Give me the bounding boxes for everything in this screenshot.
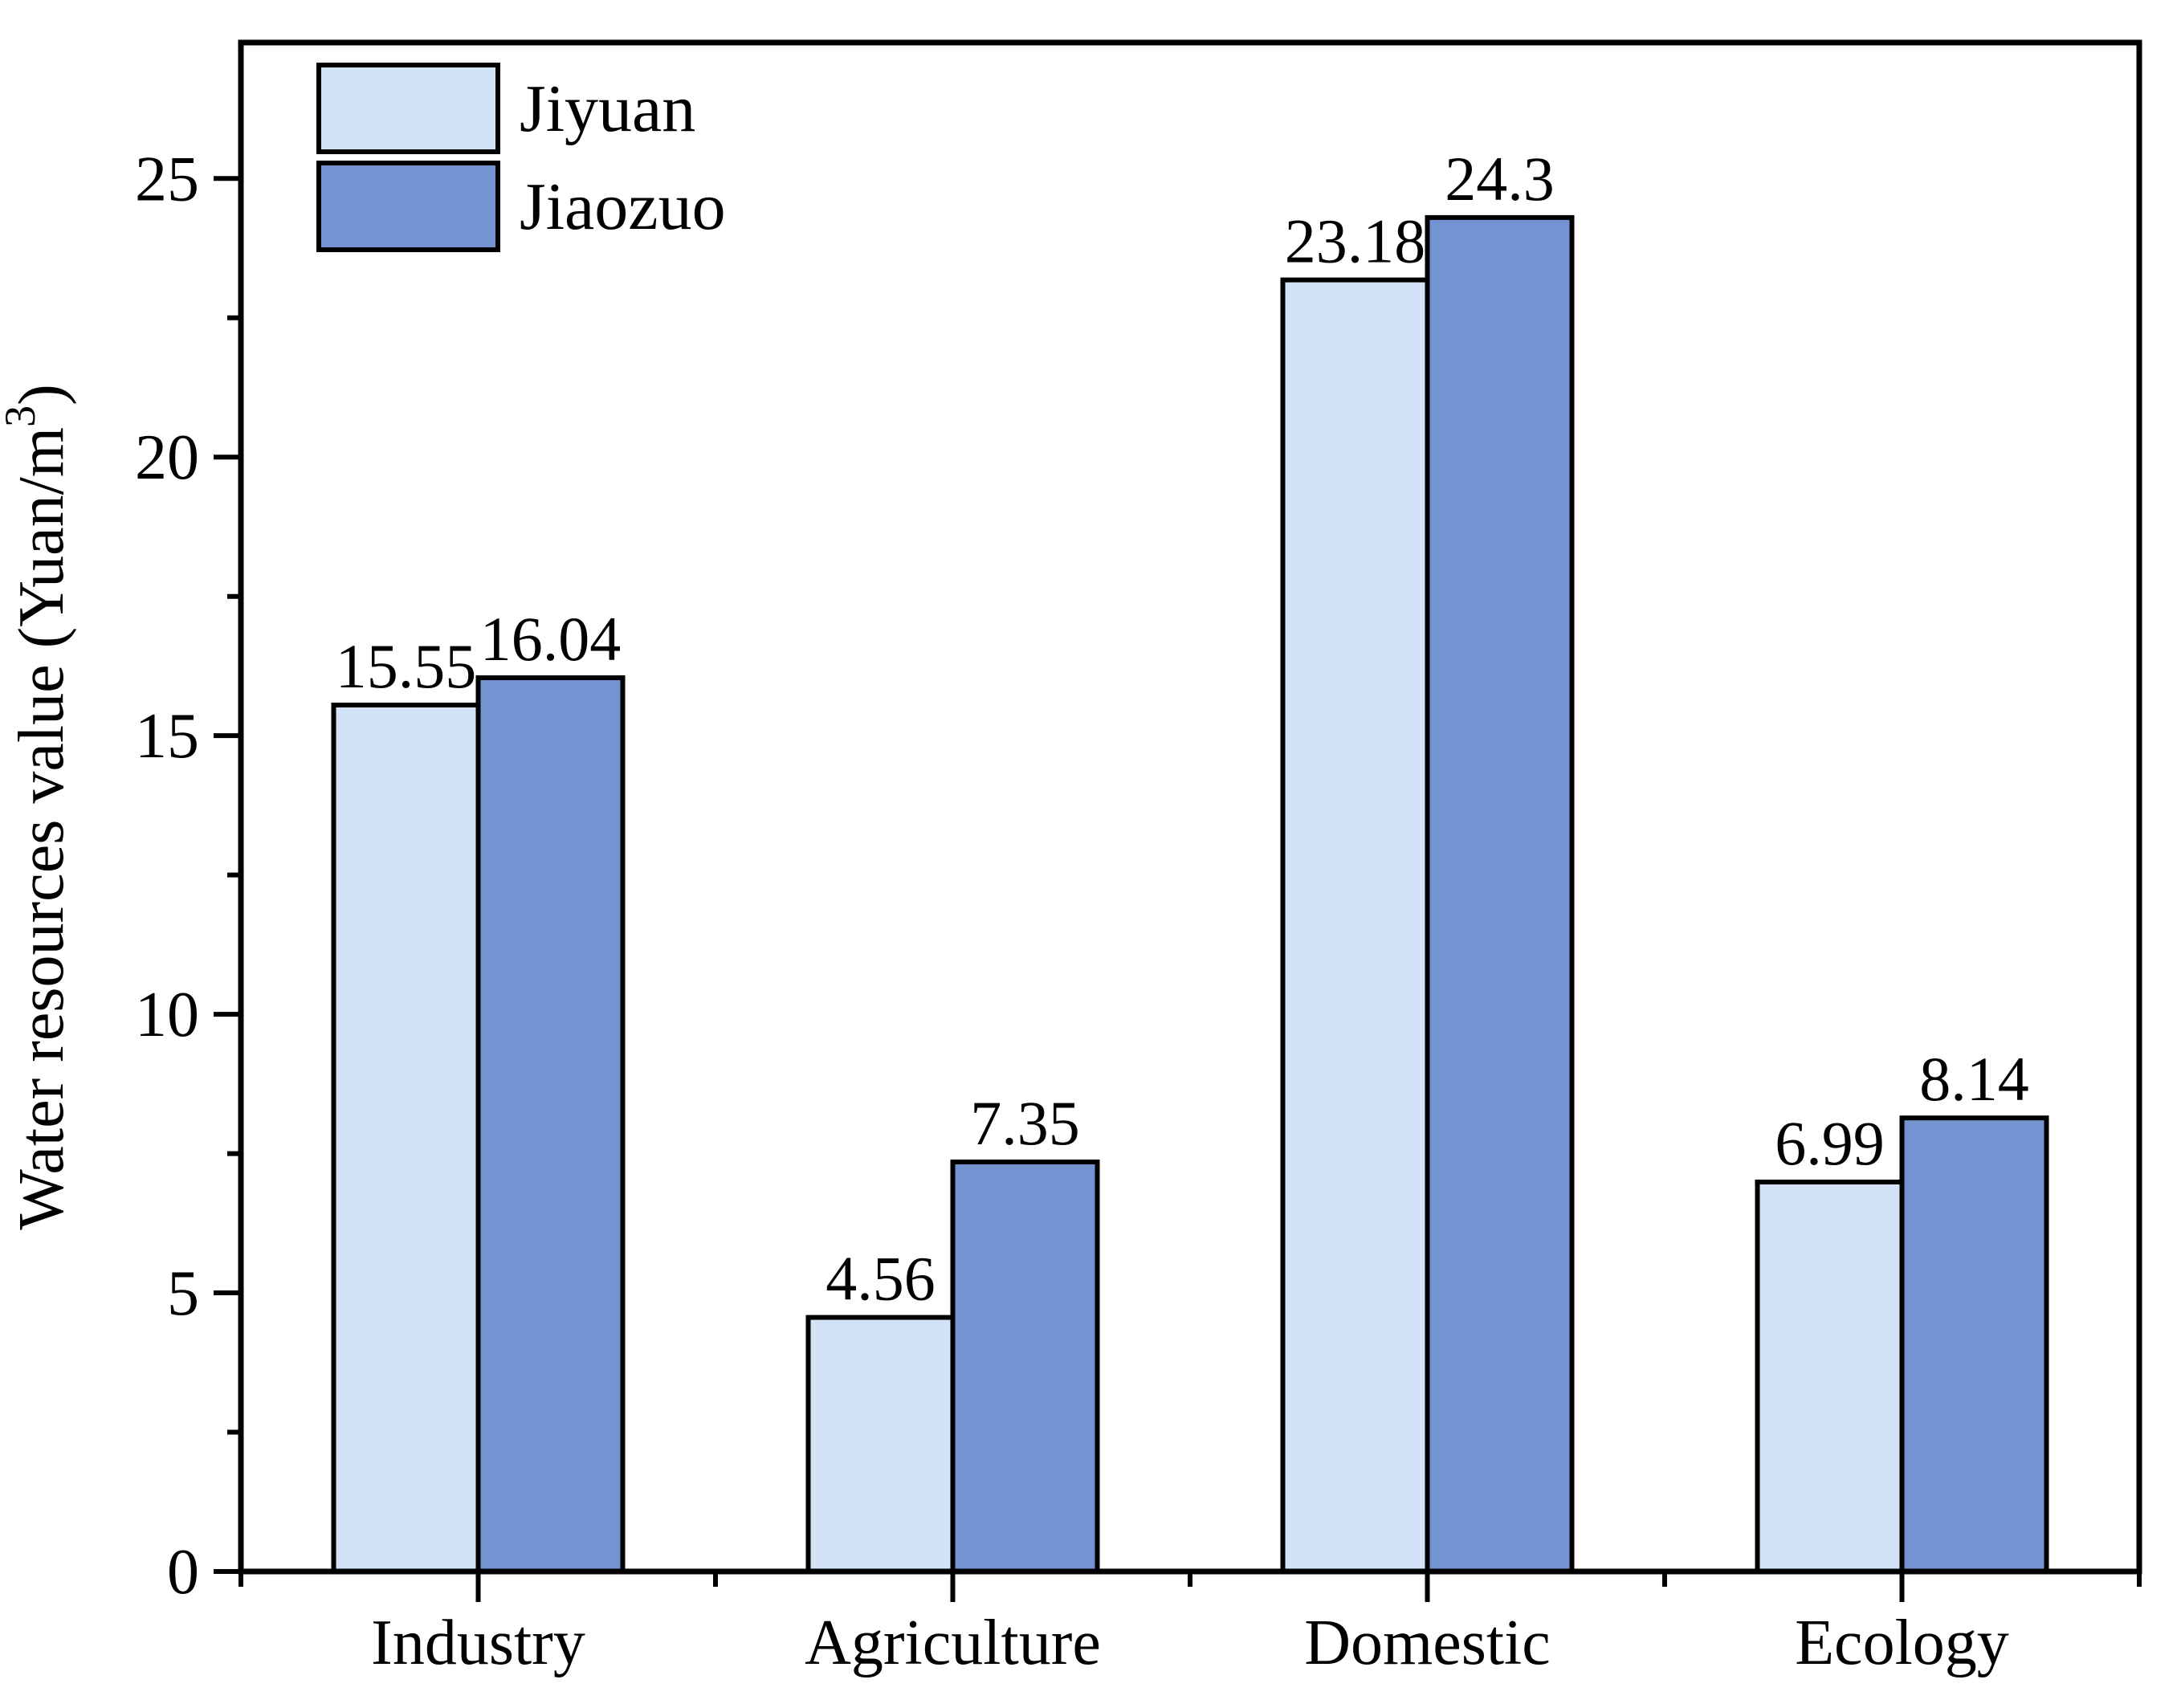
- value-label-jiaozuo-agriculture: 7.35: [970, 1088, 1080, 1158]
- value-label-jiyuan-industry: 15.55: [336, 631, 477, 701]
- value-label-jiaozuo-industry: 16.04: [480, 604, 622, 674]
- value-label-jiaozuo-domestic: 24.3: [1445, 144, 1555, 214]
- legend-swatch-jiyuan: [316, 63, 500, 154]
- x-axis-category-label-domestic: Domestic: [1304, 1608, 1551, 1678]
- value-label-jiyuan-ecology: 6.99: [1775, 1108, 1885, 1178]
- bar-jiaozuo-agriculture: [950, 1160, 1100, 1574]
- value-label-jiaozuo-ecology: 8.14: [1919, 1044, 2029, 1114]
- legend-label-jiaozuo: Jiaozuo: [520, 169, 726, 244]
- y-axis-tick-label: 0: [167, 1537, 199, 1608]
- y-axis-tick-label: 20: [135, 422, 199, 493]
- y-axis-tick-label: 15: [135, 701, 199, 772]
- bar-jiyuan-ecology: [1755, 1179, 1905, 1575]
- bar-jiyuan-domestic: [1280, 277, 1430, 1575]
- x-axis-category-label-ecology: Ecology: [1795, 1608, 2009, 1678]
- y-axis-tick-label: 10: [135, 980, 199, 1050]
- legend-label-jiyuan: Jiyuan: [520, 71, 695, 146]
- bar-jiyuan-industry: [331, 703, 481, 1574]
- legend-swatch-jiaozuo: [316, 161, 500, 252]
- y-axis-title: Water resources value (Yuan/m3): [0, 384, 77, 1229]
- bar-jiaozuo-industry: [475, 675, 626, 1574]
- y-axis-tick-label: 5: [167, 1258, 199, 1329]
- value-label-jiyuan-agriculture: 4.56: [826, 1244, 936, 1314]
- y-axis-tick-label: 25: [135, 144, 199, 214]
- value-label-jiyuan-domestic: 23.18: [1285, 206, 1426, 276]
- x-axis-category-label-agriculture: Agriculture: [805, 1608, 1101, 1678]
- x-axis-category-label-industry: Industry: [371, 1608, 585, 1678]
- bar-jiyuan-agriculture: [805, 1315, 956, 1574]
- bar-jiaozuo-domestic: [1425, 214, 1575, 1574]
- bar-jiaozuo-ecology: [1899, 1115, 2049, 1575]
